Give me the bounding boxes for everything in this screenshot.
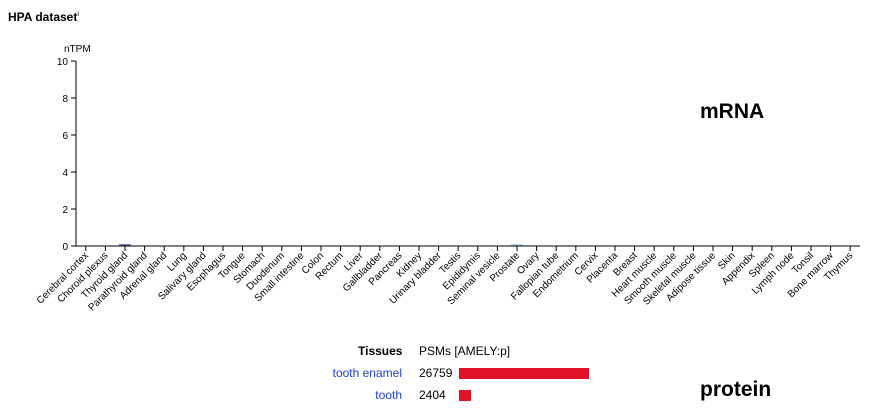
dataset-title: HPA dataseti: [8, 10, 79, 24]
bar[interactable]: [511, 244, 523, 246]
psm-value: 2404: [419, 388, 446, 402]
y-tick-label: 6: [62, 131, 68, 142]
dataset-title-text: HPA dataset: [8, 10, 78, 24]
y-tick-label: 4: [62, 168, 68, 179]
psms-column-header: PSMs [AMELY:p]: [419, 344, 511, 358]
info-icon[interactable]: i: [77, 11, 79, 18]
tissue-link[interactable]: tooth: [375, 388, 402, 402]
bar[interactable]: [119, 244, 131, 246]
y-axis: 0 2 4 6 8 10: [57, 57, 77, 253]
bar-series: [119, 244, 523, 246]
protein-label: protein: [700, 378, 771, 401]
mrna-label: mRNA: [700, 100, 764, 123]
psm-bar: [459, 368, 589, 379]
psm-bar: [459, 390, 471, 401]
y-tick-label: 10: [57, 57, 69, 68]
y-tick-label: 8: [62, 94, 68, 105]
y-axis-label: nTPM: [64, 44, 91, 55]
psm-value: 26759: [419, 366, 453, 380]
tissues-column-header: Tissues: [358, 344, 403, 358]
y-tick-label: 0: [62, 242, 68, 253]
tissue-link[interactable]: tooth enamel: [332, 366, 402, 380]
y-tick-label: 2: [62, 205, 68, 216]
